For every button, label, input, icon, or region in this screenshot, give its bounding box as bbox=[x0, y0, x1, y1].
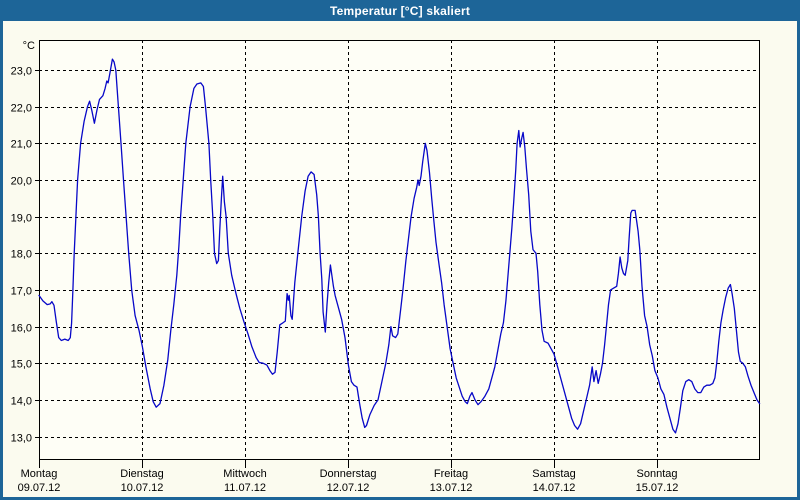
temperature-series-line bbox=[38, 58, 761, 434]
window-border-left bbox=[0, 21, 3, 500]
x-day-date-label: 14.07.12 bbox=[533, 482, 576, 494]
y-axis-unit-label: °C bbox=[23, 40, 35, 52]
window-border-bottom bbox=[0, 497, 800, 500]
x-day-name-label: Dienstag bbox=[120, 468, 163, 480]
x-day-name-label: Montag bbox=[21, 468, 58, 480]
x-day-name-label: Donnerstag bbox=[320, 468, 377, 480]
y-tick-label: 22,0 bbox=[11, 103, 32, 115]
y-tick-label: 14,0 bbox=[11, 396, 32, 408]
window-titlebar[interactable]: Temperatur [°C] skaliert bbox=[0, 0, 800, 21]
plot-border bbox=[39, 40, 760, 460]
y-tick-label: 21,0 bbox=[11, 139, 32, 151]
x-day-name-label: Mittwoch bbox=[223, 468, 266, 480]
x-day-name-label: Samstag bbox=[532, 468, 575, 480]
x-day-name-label: Sonntag bbox=[637, 468, 678, 480]
x-day-name-label: Freitag bbox=[434, 468, 468, 480]
window-border-right bbox=[797, 21, 800, 500]
y-tick-label: 18,0 bbox=[11, 249, 32, 261]
y-tick-label: 20,0 bbox=[11, 176, 32, 188]
x-day-date-label: 11.07.12 bbox=[224, 482, 266, 494]
plot-area bbox=[39, 40, 760, 460]
x-day-date-label: 10.07.12 bbox=[121, 482, 164, 494]
x-day-date-label: 15.07.12 bbox=[636, 482, 679, 494]
y-tick-label: 19,0 bbox=[11, 213, 32, 225]
y-tick-label: 16,0 bbox=[11, 323, 32, 335]
window-title: Temperatur [°C] skaliert bbox=[329, 3, 471, 18]
y-tick-label: 17,0 bbox=[11, 286, 32, 298]
y-tick-label: 15,0 bbox=[11, 359, 32, 371]
x-day-date-label: 09.07.12 bbox=[18, 482, 61, 494]
x-day-date-label: 12.07.12 bbox=[327, 482, 370, 494]
y-tick-label: 23,0 bbox=[11, 66, 32, 78]
x-day-date-label: 13.07.12 bbox=[430, 482, 473, 494]
y-tick-label: 13,0 bbox=[11, 433, 32, 445]
